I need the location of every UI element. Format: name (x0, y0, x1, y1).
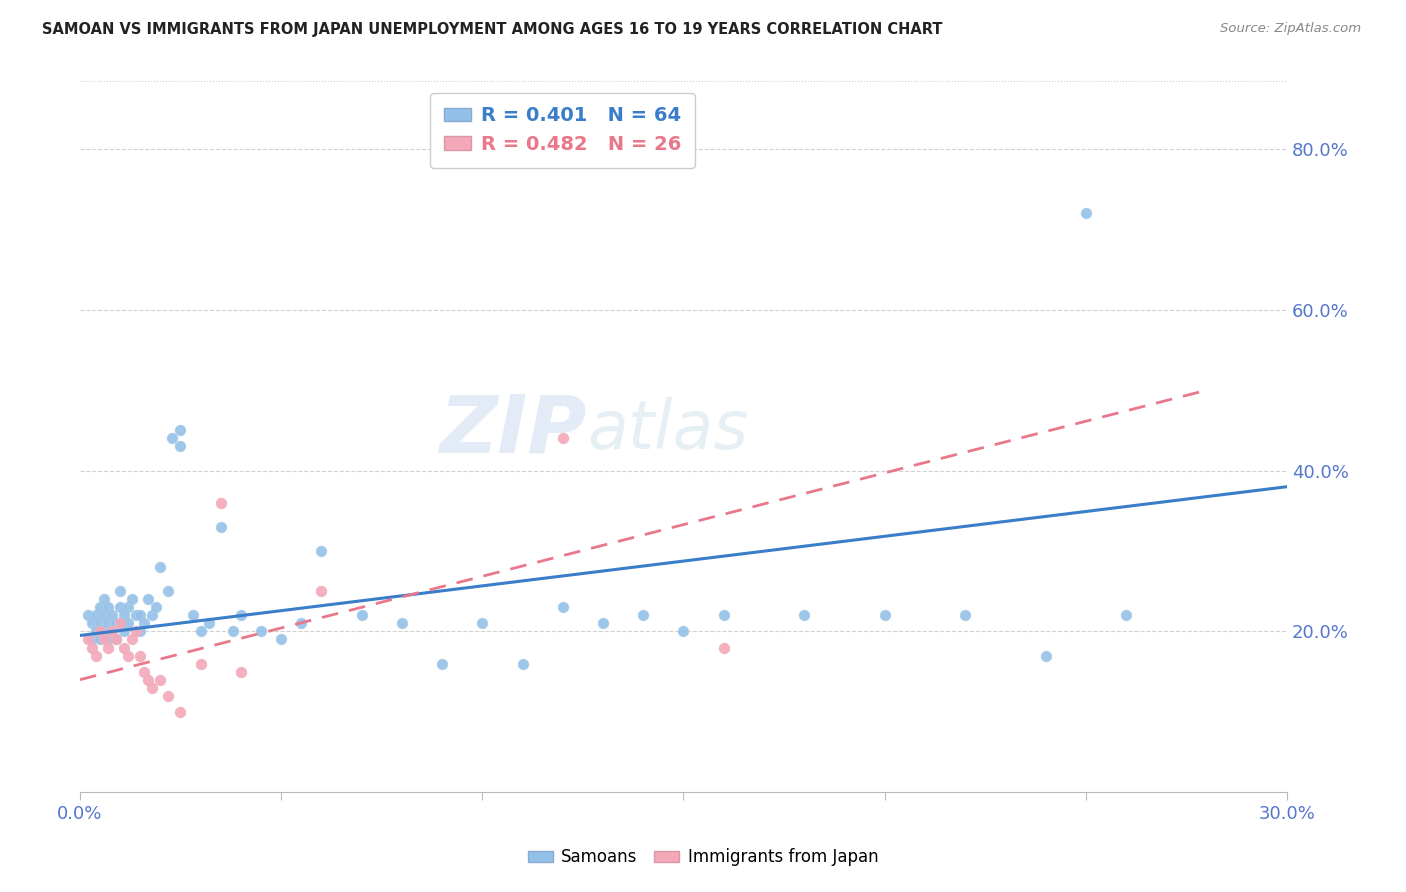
Point (197, 616, 219, 631)
Point (93, 632, 115, 647)
Point (136, 673, 159, 687)
Point (181, 608, 204, 623)
Text: Source: ZipAtlas.com: Source: ZipAtlas.com (1220, 22, 1361, 36)
Point (117, 600, 139, 615)
Point (125, 624, 148, 639)
Point (97, 632, 120, 647)
Point (873, 608, 896, 623)
Point (169, 440, 191, 454)
Point (229, 665, 252, 679)
Point (149, 560, 172, 574)
Point (250, 624, 273, 639)
Point (391, 616, 413, 631)
Point (1115, 608, 1137, 623)
Point (129, 608, 152, 623)
Point (953, 608, 976, 623)
Point (125, 608, 148, 623)
Point (169, 424, 191, 438)
Point (551, 600, 574, 615)
Point (157, 689, 180, 703)
Point (222, 624, 245, 639)
Point (209, 496, 232, 510)
Point (89, 600, 111, 615)
Point (350, 608, 373, 623)
Point (141, 681, 163, 695)
Point (84, 608, 107, 623)
Point (290, 616, 312, 631)
Legend: R = 0.401   N = 64, R = 0.482   N = 26: R = 0.401 N = 64, R = 0.482 N = 26 (430, 93, 695, 168)
Point (672, 624, 695, 639)
Point (1035, 648, 1057, 663)
Point (97, 616, 120, 631)
Point (512, 657, 534, 671)
Point (84, 648, 107, 663)
Point (108, 616, 131, 631)
Point (169, 705, 191, 719)
Point (592, 616, 614, 631)
Point (112, 608, 135, 623)
Point (190, 624, 212, 639)
Text: atlas: atlas (586, 398, 748, 464)
Point (112, 624, 135, 639)
Point (141, 608, 163, 623)
Point (84, 624, 107, 639)
Point (121, 632, 143, 647)
Point (77, 632, 100, 647)
Point (93, 592, 115, 607)
Point (471, 616, 494, 631)
Point (229, 608, 252, 623)
Point (112, 640, 135, 655)
Point (209, 520, 232, 534)
Point (793, 608, 815, 623)
Point (101, 608, 124, 623)
Point (134, 616, 156, 631)
Point (713, 608, 735, 623)
Point (162, 432, 184, 446)
Point (190, 657, 212, 671)
Point (117, 616, 139, 631)
Point (149, 673, 172, 687)
Point (121, 592, 143, 607)
Point (101, 624, 124, 639)
Point (134, 665, 156, 679)
Point (270, 632, 292, 647)
Point (157, 584, 180, 599)
Point (551, 432, 574, 446)
Text: ZIP: ZIP (440, 392, 586, 469)
Point (631, 608, 654, 623)
Point (129, 624, 152, 639)
Point (77, 608, 100, 623)
Legend: Samoans, Immigrants from Japan: Samoans, Immigrants from Japan (522, 842, 884, 873)
Point (105, 616, 128, 631)
Point (430, 657, 453, 671)
Point (108, 616, 131, 631)
Point (136, 592, 159, 607)
Point (117, 648, 139, 663)
Point (80, 640, 103, 655)
Point (311, 584, 333, 599)
Point (93, 608, 115, 623)
Point (101, 624, 124, 639)
Point (89, 624, 111, 639)
Point (89, 616, 111, 631)
Point (713, 640, 735, 655)
Point (105, 632, 128, 647)
Point (97, 640, 120, 655)
Point (129, 648, 152, 663)
Point (80, 616, 103, 631)
Point (89, 632, 111, 647)
Point (105, 632, 128, 647)
Point (80, 632, 103, 647)
Point (108, 600, 131, 615)
Point (311, 544, 333, 558)
Text: SAMOAN VS IMMIGRANTS FROM JAPAN UNEMPLOYMENT AMONG AGES 16 TO 19 YEARS CORRELATI: SAMOAN VS IMMIGRANTS FROM JAPAN UNEMPLOY… (42, 22, 942, 37)
Point (1074, 206, 1097, 220)
Point (93, 624, 115, 639)
Point (145, 600, 167, 615)
Point (97, 600, 120, 615)
Point (108, 584, 131, 599)
